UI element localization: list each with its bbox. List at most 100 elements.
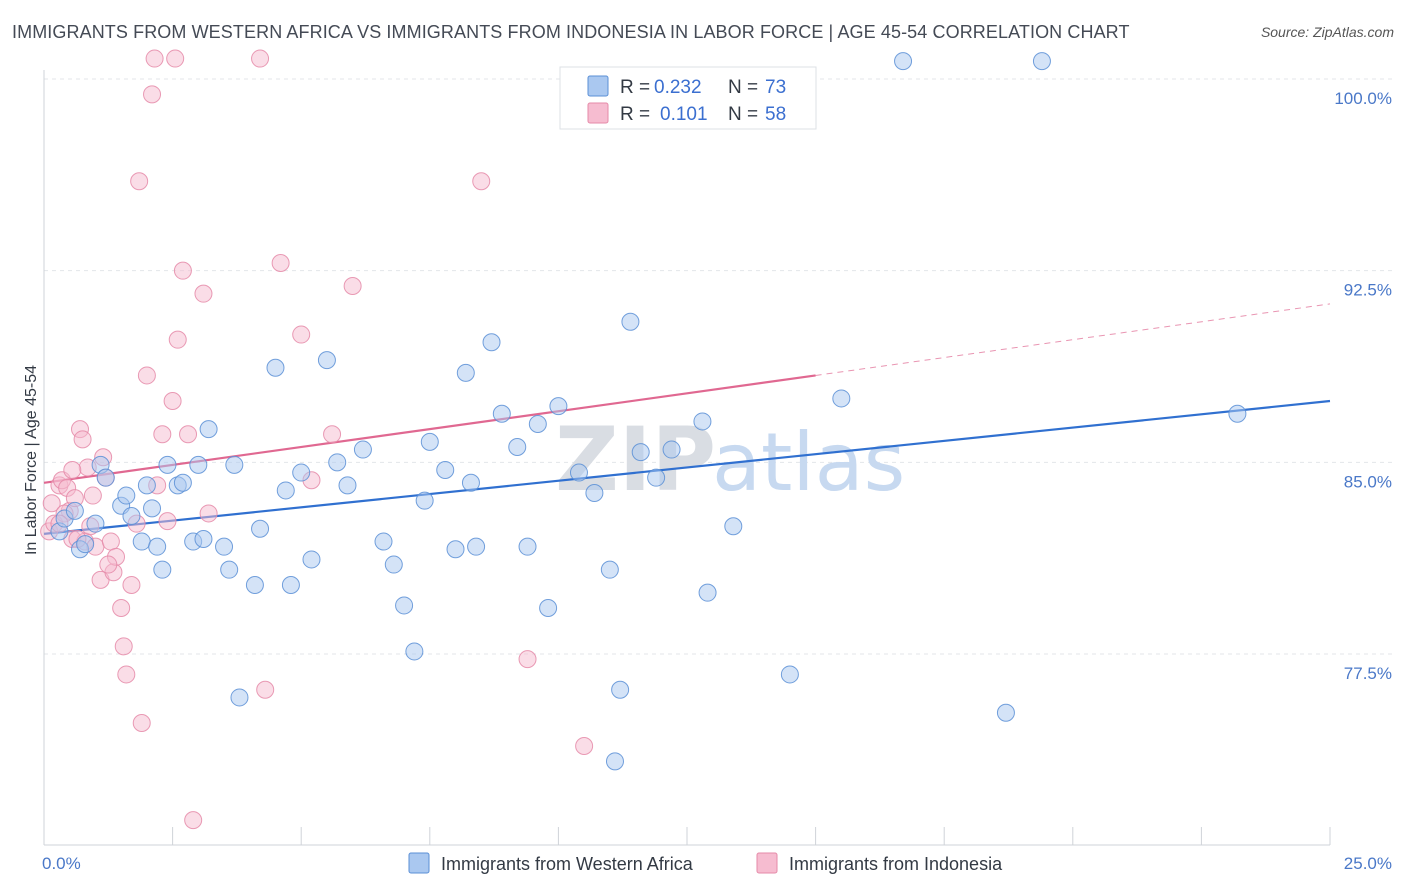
point-western-africa [467,537,486,556]
x-tick-labels: 0.0% 25.0% [42,854,1392,873]
legend-n-label-blue: N = [728,77,758,98]
point-indonesia [163,392,182,410]
axes [43,70,1331,846]
point-western-africa [65,501,84,520]
point-indonesia [137,366,156,385]
point-indonesia [122,576,141,594]
point-western-africa [456,363,475,382]
point-western-africa [122,507,141,525]
point-indonesia [575,737,594,755]
legend-r-value-blue: 0.232 [654,77,702,98]
point-western-africa [353,440,372,459]
point-western-africa [539,599,558,617]
point-western-africa [780,665,799,684]
point-western-africa [317,351,336,370]
point-indonesia [83,486,102,505]
point-western-africa [693,412,712,431]
point-western-africa [415,491,434,510]
point-indonesia [184,811,203,830]
y-axis-label: In Labor Force | Age 45-54 [23,365,40,555]
point-western-africa [117,486,136,505]
point-indonesia [251,49,270,68]
point-western-africa [996,703,1015,722]
point-indonesia [256,680,275,699]
point-indonesia [114,637,133,656]
y-tick-labels: 77.5% 85.0% 92.5% 100.0% [1334,89,1392,683]
point-indonesia [343,277,362,295]
point-western-africa [461,473,480,492]
point-western-africa [420,432,439,451]
point-western-africa [724,517,743,536]
point-western-africa [405,642,424,661]
watermark-zip: ZIP [555,408,716,511]
point-western-africa [518,537,537,556]
legend-r-value-pink: 0.101 [660,104,708,125]
series-legend-swatch-pink [756,852,778,874]
point-western-africa [132,532,151,551]
point-western-africa [245,576,264,594]
point-western-africa [199,420,218,439]
point-indonesia [145,49,164,68]
point-western-africa [338,476,357,495]
x-tick-label-max: 25.0% [1344,854,1392,873]
point-western-africa [96,468,115,487]
point-western-africa [215,537,234,556]
point-western-africa [148,537,167,556]
point-western-africa [266,358,285,377]
point-western-africa [292,463,311,482]
source-credit: Source: ZipAtlas.com [1260,24,1394,40]
point-indonesia [63,461,82,479]
point-indonesia [173,261,192,280]
legend-n-value-pink: 58 [765,104,786,125]
point-indonesia [73,430,92,449]
point-western-africa [585,484,604,502]
point-indonesia [112,599,131,617]
point-indonesia [292,325,311,344]
point-western-africa [698,583,717,602]
point-indonesia [158,512,177,531]
point-western-africa [436,461,455,479]
point-indonesia [143,85,162,104]
point-western-africa [189,455,208,474]
watermark: ZIP atlas [555,408,905,511]
point-western-africa [194,530,213,548]
point-western-africa [1228,404,1247,423]
point-western-africa [508,438,527,456]
legend-swatch-pink [587,102,609,124]
series-legend-label-pink: Immigrants from Indonesia [789,854,1003,874]
point-western-africa [605,752,624,771]
point-western-africa [153,560,172,579]
point-western-africa [143,499,162,518]
point-western-africa [832,389,851,408]
point-western-africa [395,596,414,615]
point-western-africa [528,415,547,433]
point-indonesia [130,172,149,191]
trend-line-western-africa [43,399,1331,535]
gridlines [44,78,1392,655]
point-western-africa [549,397,568,416]
legend-n-label-pink: N = [728,104,758,125]
point-western-africa [492,404,511,423]
point-western-africa [374,532,393,551]
legend-r-label-blue: R = [620,77,650,98]
point-western-africa [631,443,650,462]
point-western-africa [328,453,347,472]
legend-n-value-blue: 73 [765,77,786,98]
point-indonesia [153,425,172,444]
point-western-africa [281,576,300,594]
point-indonesia [166,49,185,68]
point-western-africa [611,680,630,699]
point-western-africa [482,333,501,352]
point-western-africa [302,550,321,569]
chart-title: IMMIGRANTS FROM WESTERN AFRICA VS IMMIGR… [12,22,1130,42]
point-western-africa [621,312,640,331]
point-indonesia [101,532,120,551]
point-indonesia [42,494,61,513]
point-indonesia [472,172,491,191]
point-western-africa [158,455,177,474]
point-western-africa [76,535,95,554]
y-tick-label: 92.5% [1344,281,1392,300]
y-tick-label: 85.0% [1344,472,1392,491]
series-legend: Immigrants from Western Africa Immigrant… [408,852,1003,874]
point-indonesia [518,650,537,669]
